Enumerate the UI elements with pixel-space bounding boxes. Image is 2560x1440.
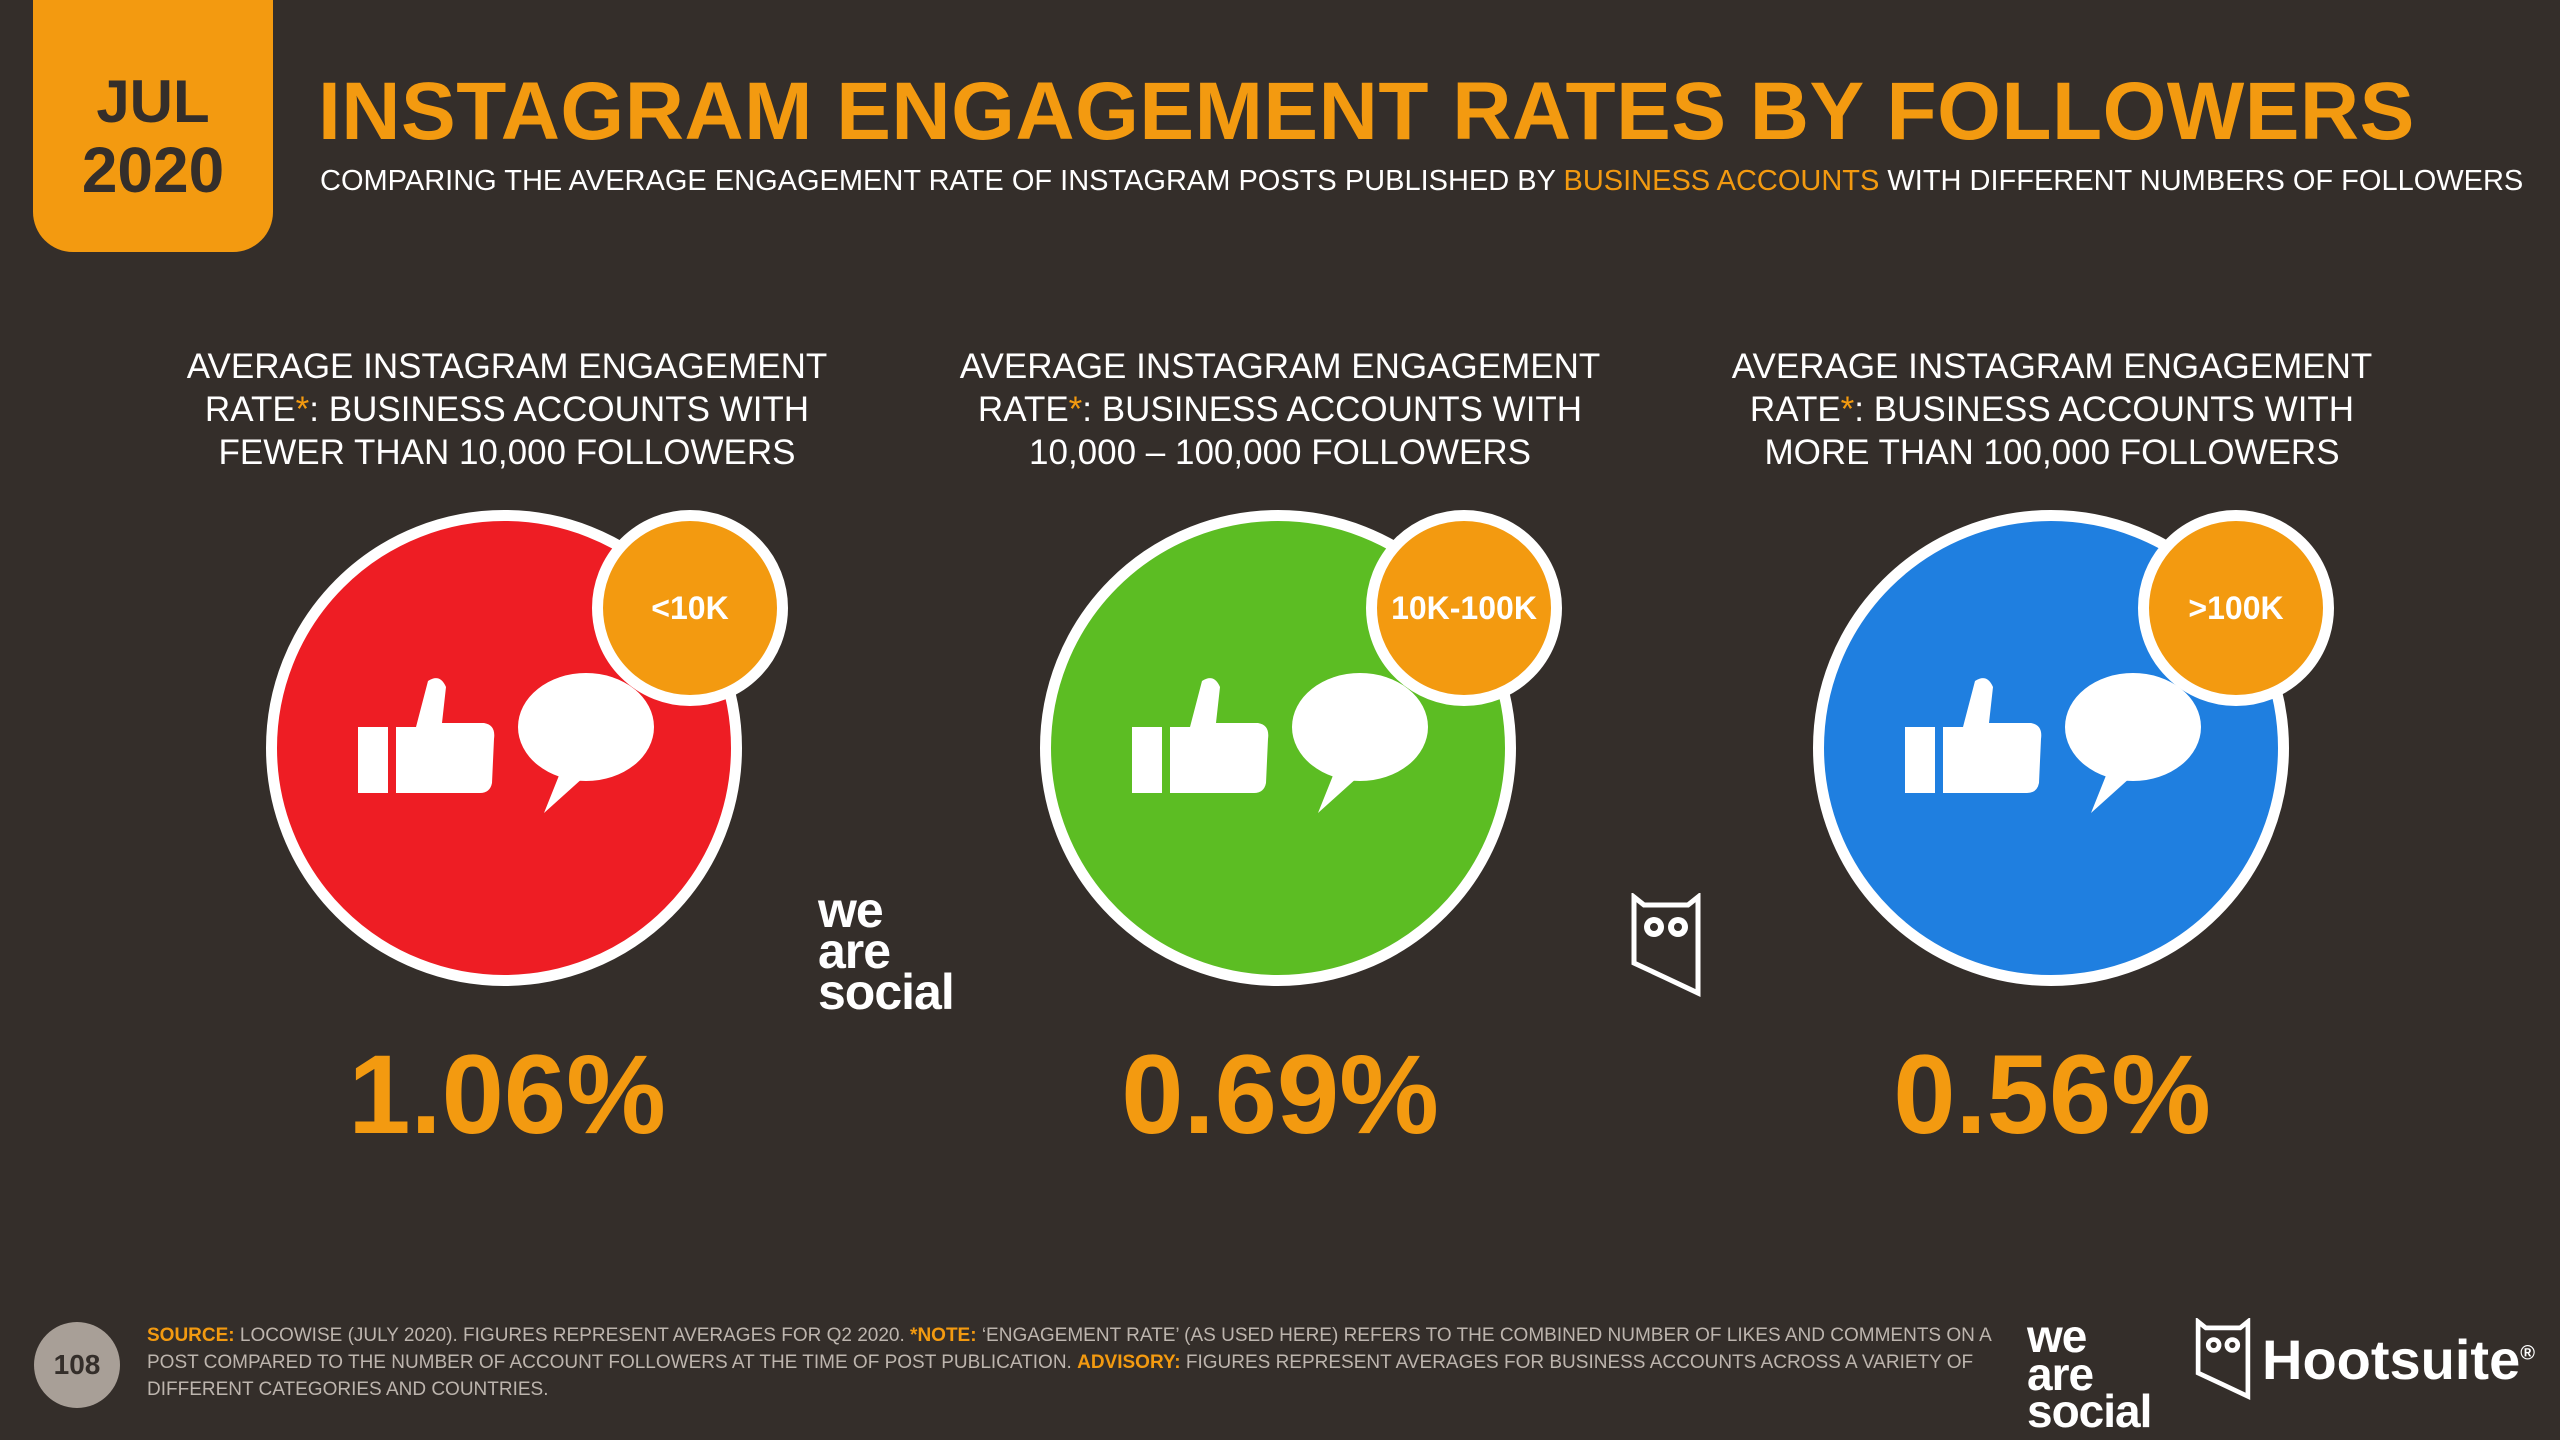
note-label: *NOTE: — [910, 1325, 977, 1346]
caption-asterisk: * — [1840, 390, 1855, 429]
advisory-label: ADVISORY: — [1077, 1352, 1181, 1373]
hootsuite-reg-mark: ® — [2520, 1342, 2535, 1365]
caption-line-2: RATE*: BUSINESS ACCOUNTS WITH — [162, 388, 852, 431]
logo-we: we — [818, 882, 884, 938]
panel-small-accounts: AVERAGE INSTAGRAM ENGAGEMENT RATE*: BUSI… — [162, 345, 852, 474]
caption-line-1: AVERAGE INSTAGRAM ENGAGEMENT — [959, 347, 1601, 386]
source-text: LOCOWISE (JULY 2020). FIGURES REPRESENT … — [234, 1325, 911, 1346]
thumbs-up-speech-bubble-icon — [1132, 673, 1428, 813]
caption-line-1: AVERAGE INSTAGRAM ENGAGEMENT — [1731, 347, 2373, 386]
thumbs-up-speech-bubble-icon — [1905, 673, 2201, 813]
subtitle-pre: COMPARING THE AVERAGE ENGAGEMENT RATE OF… — [320, 165, 1564, 197]
followers-tag: >100K — [2138, 510, 2334, 706]
caption-line-3: FEWER THAN 10,000 FOLLOWERS — [218, 433, 796, 472]
engagement-value: 0.69% — [1121, 1032, 1439, 1157]
followers-tag: <10K — [592, 510, 788, 706]
caption-asterisk: * — [295, 390, 310, 429]
engagement-value: 0.56% — [1893, 1032, 2211, 1157]
caption-line-2-rest: : BUSINESS ACCOUNTS WITH — [309, 390, 810, 429]
caption-line-2-rest: : BUSINESS ACCOUNTS WITH — [1082, 390, 1583, 429]
caption-asterisk: * — [1068, 390, 1083, 429]
hootsuite-logo: Hootsuite® — [2262, 1327, 2535, 1392]
source-label: SOURCE: — [147, 1325, 235, 1346]
hootsuite-wordmark: Hootsuite — [2262, 1328, 2521, 1391]
caption-line-3: MORE THAN 100,000 FOLLOWERS — [1764, 433, 2340, 472]
date-badge: JUL 2020 — [33, 0, 273, 252]
panel-caption: AVERAGE INSTAGRAM ENGAGEMENT RATE*: BUSI… — [935, 345, 1625, 474]
logo-social: social — [818, 964, 955, 1020]
thumbs-up-speech-bubble-icon — [358, 673, 654, 813]
page-number: 108 — [34, 1322, 120, 1408]
caption-line-2-rest: : BUSINESS ACCOUNTS WITH — [1854, 390, 2355, 429]
logo-are: are — [2027, 1347, 2094, 1400]
page-title: INSTAGRAM ENGAGEMENT RATES BY FOLLOWERS — [318, 66, 2415, 157]
we-are-social-footer-logo: we are social — [2027, 1310, 2152, 1438]
caption-line-2: RATE*: BUSINESS ACCOUNTS WITH — [935, 388, 1625, 431]
logo-we: we — [2027, 1310, 2087, 1362]
like-comment-icons — [1128, 665, 1428, 815]
panel-medium-accounts: AVERAGE INSTAGRAM ENGAGEMENT RATE*: BUSI… — [935, 345, 1625, 474]
logo-social: social — [2027, 1385, 2152, 1438]
subtitle-post: WITH DIFFERENT NUMBERS OF FOLLOWERS — [1879, 165, 2524, 197]
like-comment-icons — [354, 665, 654, 815]
date-year: 2020 — [81, 134, 225, 206]
hootsuite-owl-footer-icon — [2195, 1318, 2251, 1400]
panel-caption: AVERAGE INSTAGRAM ENGAGEMENT RATE*: BUSI… — [162, 345, 852, 474]
panel-large-accounts: AVERAGE INSTAGRAM ENGAGEMENT RATE*: BUSI… — [1707, 345, 2397, 474]
caption-rate: RATE — [1749, 390, 1841, 429]
note-text: ‘ENGAGEMENT RATE’ (AS USED HERE) REFERS … — [147, 1325, 1991, 1373]
subtitle-highlight: BUSINESS ACCOUNTS — [1563, 165, 1880, 197]
followers-tag: 10K-100K — [1366, 510, 1562, 706]
engagement-value: 1.06% — [348, 1032, 666, 1157]
caption-line-1: AVERAGE INSTAGRAM ENGAGEMENT — [186, 347, 828, 386]
logo-are: are — [818, 923, 891, 979]
hootsuite-owl-icon — [1631, 893, 1701, 997]
panel-caption: AVERAGE INSTAGRAM ENGAGEMENT RATE*: BUSI… — [1707, 345, 2397, 474]
we-are-social-logo: we are social — [818, 882, 955, 1020]
caption-line-2: RATE*: BUSINESS ACCOUNTS WITH — [1707, 388, 2397, 431]
page-subtitle: COMPARING THE AVERAGE ENGAGEMENT RATE OF… — [320, 163, 2523, 199]
caption-rate: RATE — [204, 390, 296, 429]
caption-rate: RATE — [977, 390, 1069, 429]
advisory-text: FIGURES REPRESENT AVERAGES FOR BUSINESS … — [147, 1352, 1974, 1400]
date-month: JUL — [96, 68, 210, 135]
like-comment-icons — [1901, 665, 2201, 815]
footnote: SOURCE: LOCOWISE (JULY 2020). FIGURES RE… — [147, 1322, 1992, 1403]
caption-line-3: 10,000 – 100,000 FOLLOWERS — [1029, 433, 1531, 472]
